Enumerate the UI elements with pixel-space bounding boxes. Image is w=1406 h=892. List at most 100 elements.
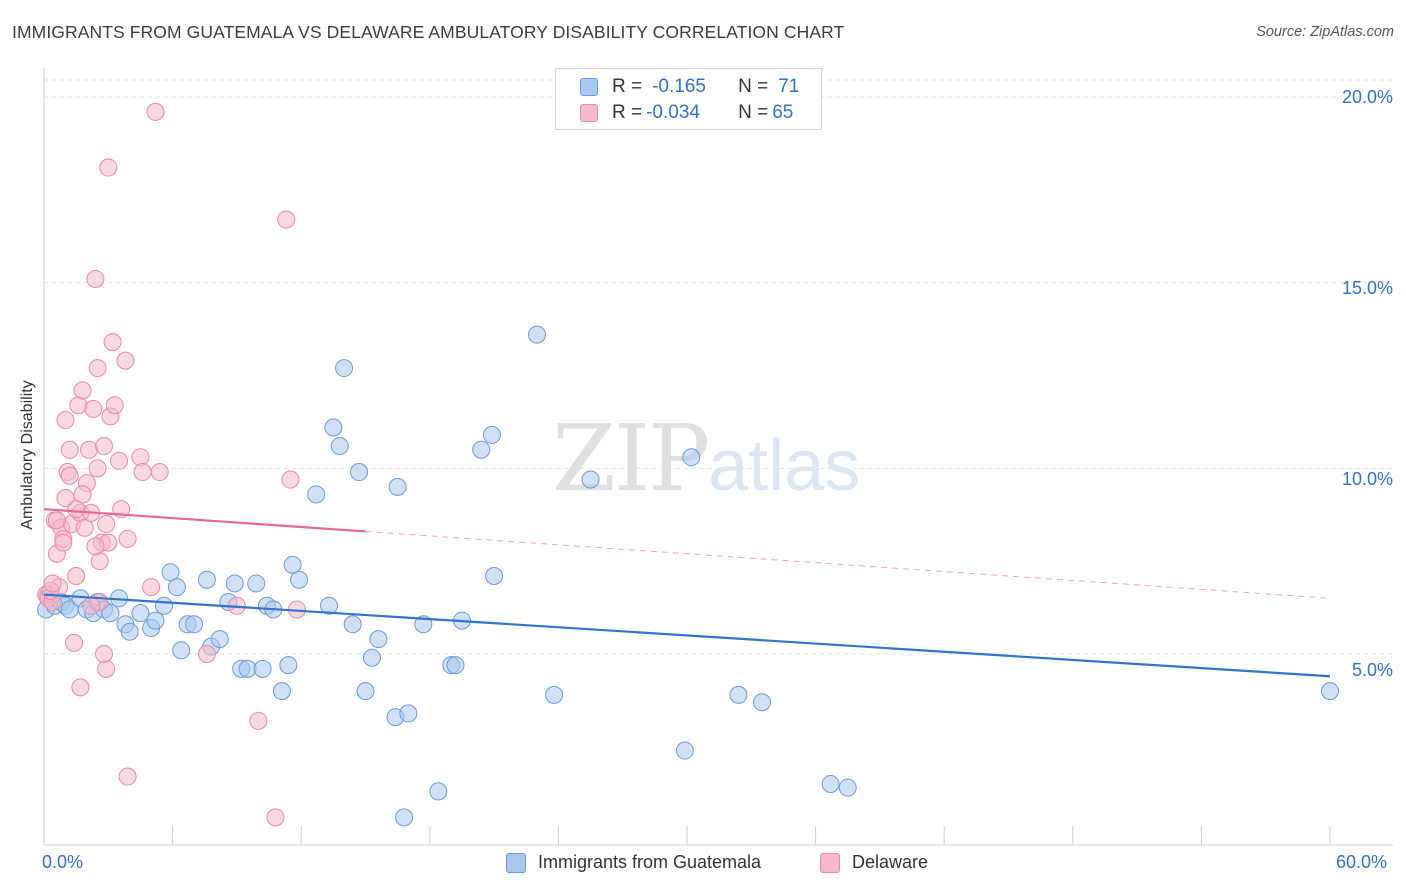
data-point	[172, 641, 191, 660]
data-point	[399, 704, 418, 723]
data-point	[290, 570, 309, 589]
legend-row-delaware: R = -0.034 N = 65	[580, 101, 793, 125]
data-point	[324, 418, 343, 437]
legend-n-label: N =	[738, 76, 769, 97]
data-point	[73, 485, 92, 504]
trend-line-dashed	[365, 530, 1331, 599]
data-point	[281, 470, 300, 489]
data-point	[485, 567, 504, 586]
data-point	[131, 604, 150, 623]
data-point	[527, 325, 546, 344]
data-point	[67, 567, 86, 586]
data-point	[54, 533, 73, 552]
data-point	[80, 440, 99, 459]
legend-n-value: 71	[778, 76, 800, 97]
legend-n-value: 65	[772, 102, 794, 123]
data-point	[272, 682, 291, 701]
data-point	[88, 359, 107, 378]
data-point	[105, 396, 124, 415]
data-point	[110, 451, 129, 470]
data-point	[65, 633, 84, 652]
data-point	[249, 711, 268, 730]
legend-item-delaware[interactable]: Delaware	[820, 852, 928, 873]
data-point	[253, 659, 272, 678]
x-tick-left: 0.0%	[42, 852, 84, 872]
data-point	[73, 381, 92, 400]
data-point	[86, 269, 105, 288]
data-point	[60, 440, 79, 459]
data-point	[225, 574, 244, 593]
data-point	[69, 396, 88, 415]
y-axis-label: Ambulatory Disability	[19, 380, 36, 530]
data-point	[197, 570, 216, 589]
legend-swatch-pink	[820, 852, 840, 873]
legend-swatch-blue	[506, 852, 526, 873]
data-point	[150, 463, 169, 482]
data-point	[67, 500, 86, 519]
data-point	[320, 596, 339, 615]
data-point	[118, 767, 137, 786]
legend-r-label: R =	[612, 102, 643, 123]
data-point	[133, 463, 152, 482]
trend-line-solid	[43, 593, 1331, 678]
data-point	[131, 448, 150, 467]
gridlines	[44, 79, 1394, 655]
data-point	[821, 774, 840, 793]
data-point	[581, 470, 600, 489]
data-point	[388, 477, 407, 496]
data-point	[356, 682, 375, 701]
data-point	[362, 648, 381, 667]
source-text: Source: ZipAtlas.com	[1256, 24, 1394, 40]
data-point	[97, 659, 116, 678]
data-point	[75, 518, 94, 537]
series-guatemala-points	[37, 325, 1339, 827]
y-tick-20: 20.0%	[1341, 87, 1393, 107]
data-point	[283, 555, 302, 574]
y-tick-15: 15.0%	[1341, 278, 1393, 298]
data-point	[142, 578, 161, 597]
data-point	[167, 578, 186, 597]
data-point	[161, 563, 180, 582]
data-point	[247, 574, 266, 593]
data-point	[330, 437, 349, 456]
data-point	[146, 102, 165, 121]
data-point	[472, 440, 491, 459]
trend-lines	[43, 508, 1331, 678]
legend-item-guatemala[interactable]: Immigrants from Guatemala	[506, 852, 761, 873]
data-point	[101, 604, 120, 623]
legend-row-guatemala: R = -0.165 N = 71	[580, 75, 799, 99]
data-point	[238, 659, 257, 678]
data-point	[675, 741, 694, 760]
data-point	[84, 399, 103, 418]
data-point	[446, 656, 465, 675]
data-point	[682, 448, 701, 467]
stats-legend: R = -0.165 N = 71 R = -0.034 N = 65	[555, 68, 822, 130]
data-point	[82, 596, 101, 615]
data-point	[155, 596, 174, 615]
legend-n-label: N =	[738, 102, 769, 123]
data-point	[545, 685, 564, 704]
legend-r-value: -0.165	[652, 76, 706, 97]
data-point	[729, 685, 748, 704]
data-point	[838, 778, 857, 797]
data-point	[71, 678, 90, 697]
data-point	[43, 574, 62, 593]
data-point	[753, 693, 772, 712]
data-point	[197, 645, 216, 663]
data-point	[103, 333, 122, 352]
data-point	[116, 351, 135, 370]
trend-line-solid	[43, 508, 366, 533]
data-point	[60, 466, 79, 485]
data-point	[146, 611, 165, 630]
legend-label-delaware: Delaware	[852, 852, 929, 872]
data-point	[95, 437, 114, 456]
data-point	[279, 656, 298, 675]
series-delaware-points	[37, 102, 306, 827]
chart-title: IMMIGRANTS FROM GUATEMALA VS DELAWARE AM…	[12, 22, 845, 42]
data-point	[185, 615, 204, 634]
data-point	[395, 808, 414, 827]
legend-swatch-blue	[580, 78, 598, 96]
y-tick-10: 10.0%	[1341, 469, 1393, 489]
x-tick-right: 60.0%	[1336, 852, 1388, 872]
